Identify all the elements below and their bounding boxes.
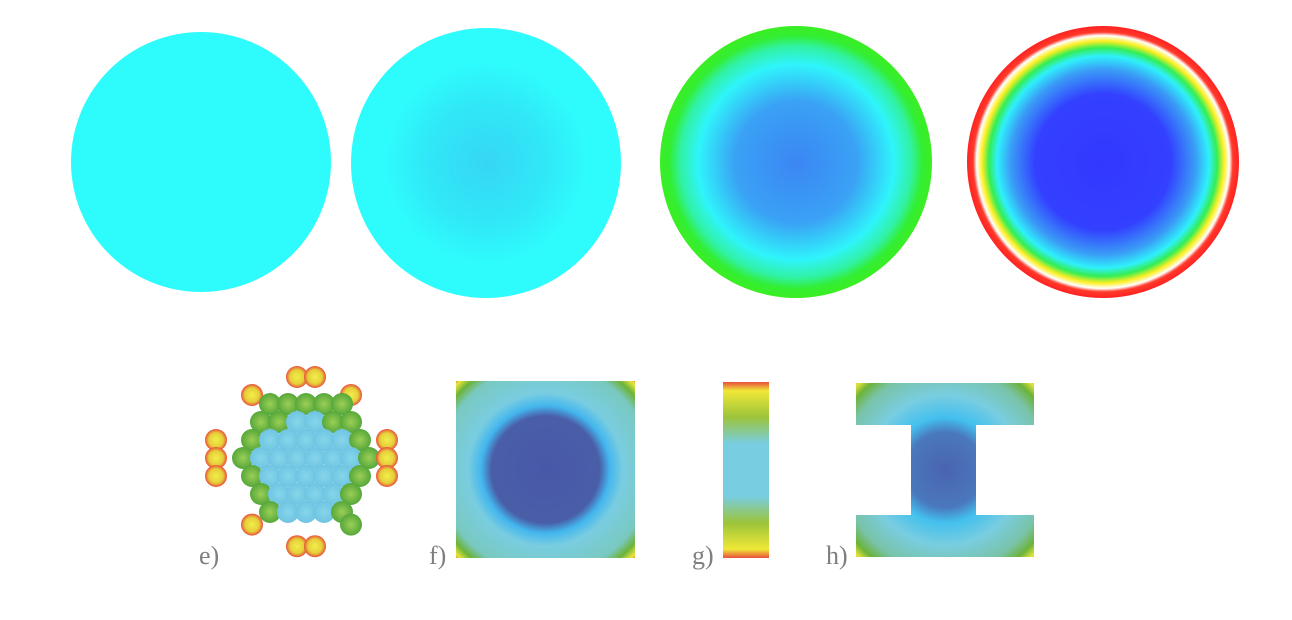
rod: [313, 429, 335, 451]
disc-4: [967, 26, 1239, 298]
rod: [205, 447, 227, 469]
rod-bundle: [205, 366, 398, 558]
rod: [295, 429, 317, 451]
rod: [286, 535, 308, 558]
rod: [259, 465, 281, 487]
rod: [322, 411, 344, 433]
rod: [286, 483, 308, 505]
label-f: f): [429, 541, 447, 570]
rod: [295, 501, 317, 523]
label-h: h): [826, 541, 848, 570]
rod: [349, 429, 371, 451]
rod: [313, 393, 335, 415]
disc-2: [351, 28, 621, 298]
rod: [205, 429, 227, 451]
rod: [295, 393, 317, 415]
rod: [322, 447, 344, 469]
rod: [349, 465, 371, 487]
rod: [331, 429, 353, 451]
rod: [259, 429, 281, 451]
rod: [304, 411, 326, 433]
rod: [340, 513, 362, 536]
rod: [304, 483, 326, 505]
rod: [250, 411, 272, 433]
disc-3: [660, 26, 932, 298]
rod: [241, 465, 263, 487]
rod: [232, 447, 254, 469]
rod: [376, 465, 398, 487]
rod: [259, 393, 281, 415]
square-section: [456, 381, 635, 558]
rod: [313, 465, 335, 487]
rod: [322, 483, 344, 505]
rod: [286, 366, 308, 388]
rod: [286, 447, 308, 469]
rod: [205, 465, 227, 487]
rod: [277, 393, 299, 415]
rod: [376, 447, 398, 469]
rod: [241, 429, 263, 451]
rod: [331, 393, 353, 415]
rod: [331, 465, 353, 487]
rod: [340, 411, 362, 433]
rod: [376, 429, 398, 451]
rod: [304, 447, 326, 469]
rod: [241, 384, 263, 406]
rod: [313, 501, 335, 523]
rod: [277, 501, 299, 523]
rod: [295, 465, 317, 487]
rod: [250, 483, 272, 505]
rod: [259, 501, 281, 523]
rod: [304, 535, 326, 558]
rod: [358, 447, 380, 469]
bar-section: [723, 382, 769, 558]
rod: [268, 447, 290, 469]
rod: [340, 483, 362, 505]
rod: [286, 411, 308, 433]
rod: [250, 447, 272, 469]
rod: [241, 513, 263, 536]
rod: [277, 465, 299, 487]
rod: [340, 447, 362, 469]
rod: [277, 429, 299, 451]
i-beam-section: [856, 383, 1034, 557]
rod: [268, 411, 290, 433]
disc-1: [71, 32, 331, 292]
label-g: g): [692, 541, 714, 570]
rod: [268, 483, 290, 505]
rod: [304, 366, 326, 388]
label-e: e): [199, 541, 220, 570]
